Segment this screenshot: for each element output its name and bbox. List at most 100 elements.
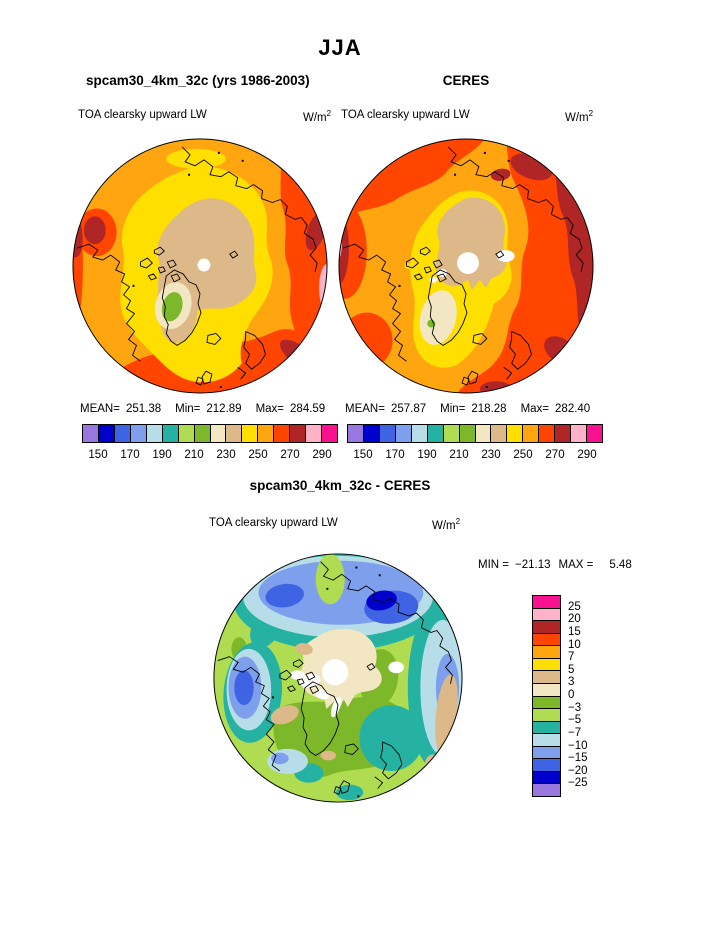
diff-colorbar-label: 3 [568, 676, 575, 689]
colorbar-swatch [427, 425, 444, 442]
model-pole-hole [197, 258, 211, 272]
model-max-label: Max= [255, 403, 285, 415]
diff-colorbar-swatch [533, 658, 560, 672]
model-units-label: W/m2 [303, 109, 332, 124]
colorbar-swatch [443, 425, 460, 442]
obs-units-label: W/m2 [565, 109, 594, 124]
model-map [72, 138, 328, 394]
colorbar-swatch [146, 425, 163, 442]
diff-colorbar-swatch [533, 633, 560, 647]
diff-colorbar-swatch [533, 696, 560, 710]
diff-colorbar-label: −25 [568, 777, 588, 790]
colorbar-swatch [226, 425, 243, 442]
diff-min-value: −21.13 [515, 559, 551, 571]
colorbar-swatch [290, 425, 307, 442]
colorbar-swatch [162, 425, 179, 442]
colorbar-swatch [379, 425, 396, 442]
model-mean-label: MEAN= [80, 403, 120, 415]
colorbar-tick-label: 170 [385, 449, 405, 461]
colorbar-tick-label: 150 [88, 449, 108, 461]
colorbar-swatch [130, 425, 147, 442]
model-panel-title: spcam30_4km_32c (yrs 1986-2003) [86, 73, 310, 88]
colorbar-tick-label: 190 [417, 449, 437, 461]
colorbar-tick-label: 290 [577, 449, 597, 461]
obs-colorbar-ticks: 150 170 190 210 230 250 270 290 [347, 449, 603, 463]
obs-map [338, 138, 594, 394]
colorbar-swatch [98, 425, 115, 442]
obs-field-label: TOA clearsky upward LW [341, 109, 470, 121]
colorbar-swatch [242, 425, 259, 442]
obs-colorbar [347, 424, 603, 443]
colorbar-swatch [475, 425, 492, 442]
colorbar-swatch [571, 425, 588, 442]
diff-map [213, 553, 463, 803]
obs-max-value: 282.40 [555, 403, 591, 415]
colorbar-swatch [523, 425, 540, 442]
diff-colorbar-label: −5 [568, 714, 582, 727]
model-min-value: 212.89 [206, 403, 242, 415]
diff-max-label: MAX = [558, 559, 594, 571]
season-title: JJA [318, 35, 362, 60]
diff-max-value: 5.48 [609, 559, 632, 571]
colorbar-swatch [555, 425, 572, 442]
diff-colorbar-swatch [533, 683, 560, 697]
colorbar-tick-label: 270 [545, 449, 565, 461]
diff-colorbar-swatch [533, 608, 560, 622]
obs-region-tan [435, 197, 507, 290]
colorbar-swatch [395, 425, 412, 442]
diff-colorbar-label: −7 [568, 726, 582, 739]
diff-colorbar-label: 15 [568, 625, 581, 638]
obs-min-value: 218.28 [471, 403, 507, 415]
colorbar-tick-label: 250 [248, 449, 268, 461]
colorbar-swatch [258, 425, 275, 442]
diff-units-label: W/m2 [432, 517, 461, 532]
colorbar-swatch [459, 425, 476, 442]
obs-max-label: Max= [520, 403, 550, 415]
colorbar-swatch [194, 425, 211, 442]
obs-panel-title: CERES [442, 73, 490, 88]
colorbar-tick-label: 150 [353, 449, 373, 461]
diff-colorbar-swatch [533, 734, 560, 747]
diff-colorbar-swatch [533, 709, 560, 722]
diff-colorbar-label: 0 [568, 689, 575, 701]
colorbar-tick-label: 270 [280, 449, 300, 461]
colorbar-swatch [322, 425, 337, 442]
diff-colorbar-label: −3 [568, 701, 582, 714]
colorbar-tick-label: 210 [184, 449, 204, 461]
obs-stats: MEAN= 257.87 Min= 218.28 Max= 282.40 [345, 403, 590, 415]
colorbar-swatch [363, 425, 380, 442]
diff-colorbar-label: −10 [568, 739, 588, 752]
model-min-label: Min= [175, 403, 201, 415]
colorbar-swatch [306, 425, 323, 442]
obs-map-rim [338, 138, 594, 394]
diff-missing-data-white [290, 659, 404, 718]
diff-colorbar-swatch [533, 721, 560, 735]
colorbar-swatch [348, 425, 364, 442]
colorbar-swatch [411, 425, 428, 442]
model-colorbar-ticks: 150 170 190 210 230 250 270 290 [82, 449, 338, 463]
colorbar-tick-label: 290 [312, 449, 332, 461]
diff-colorbar-label: −20 [568, 764, 588, 777]
model-region-green-core [161, 292, 183, 322]
diff-panel-title: spcam30_4km_32c - CERES [249, 478, 431, 493]
colorbar-swatch [83, 425, 99, 442]
colorbar-swatch [491, 425, 508, 442]
diff-colorbar-label: 25 [568, 600, 581, 613]
diff-colorbar-swatch [533, 746, 560, 760]
colorbar-tick-label: 250 [513, 449, 533, 461]
colorbar-swatch [507, 425, 524, 442]
colorbar-swatch [274, 425, 291, 442]
colorbar-tick-label: 230 [216, 449, 236, 461]
colorbar-swatch [114, 425, 131, 442]
model-mean-value: 251.38 [125, 403, 162, 415]
diff-colorbar-label: −15 [568, 752, 588, 765]
colorbar-tick-label: 230 [481, 449, 501, 461]
obs-min-label: Min= [440, 403, 466, 415]
diff-colorbar-label: 10 [568, 638, 581, 651]
obs-region-cream-greenland [419, 290, 457, 345]
colorbar-tick-label: 170 [120, 449, 140, 461]
model-stats: MEAN= 251.38 Min= 212.89 Max= 284.59 [80, 403, 325, 415]
diff-colorbar-label: 5 [568, 663, 575, 676]
diff-colorbar-swatch [533, 771, 560, 785]
